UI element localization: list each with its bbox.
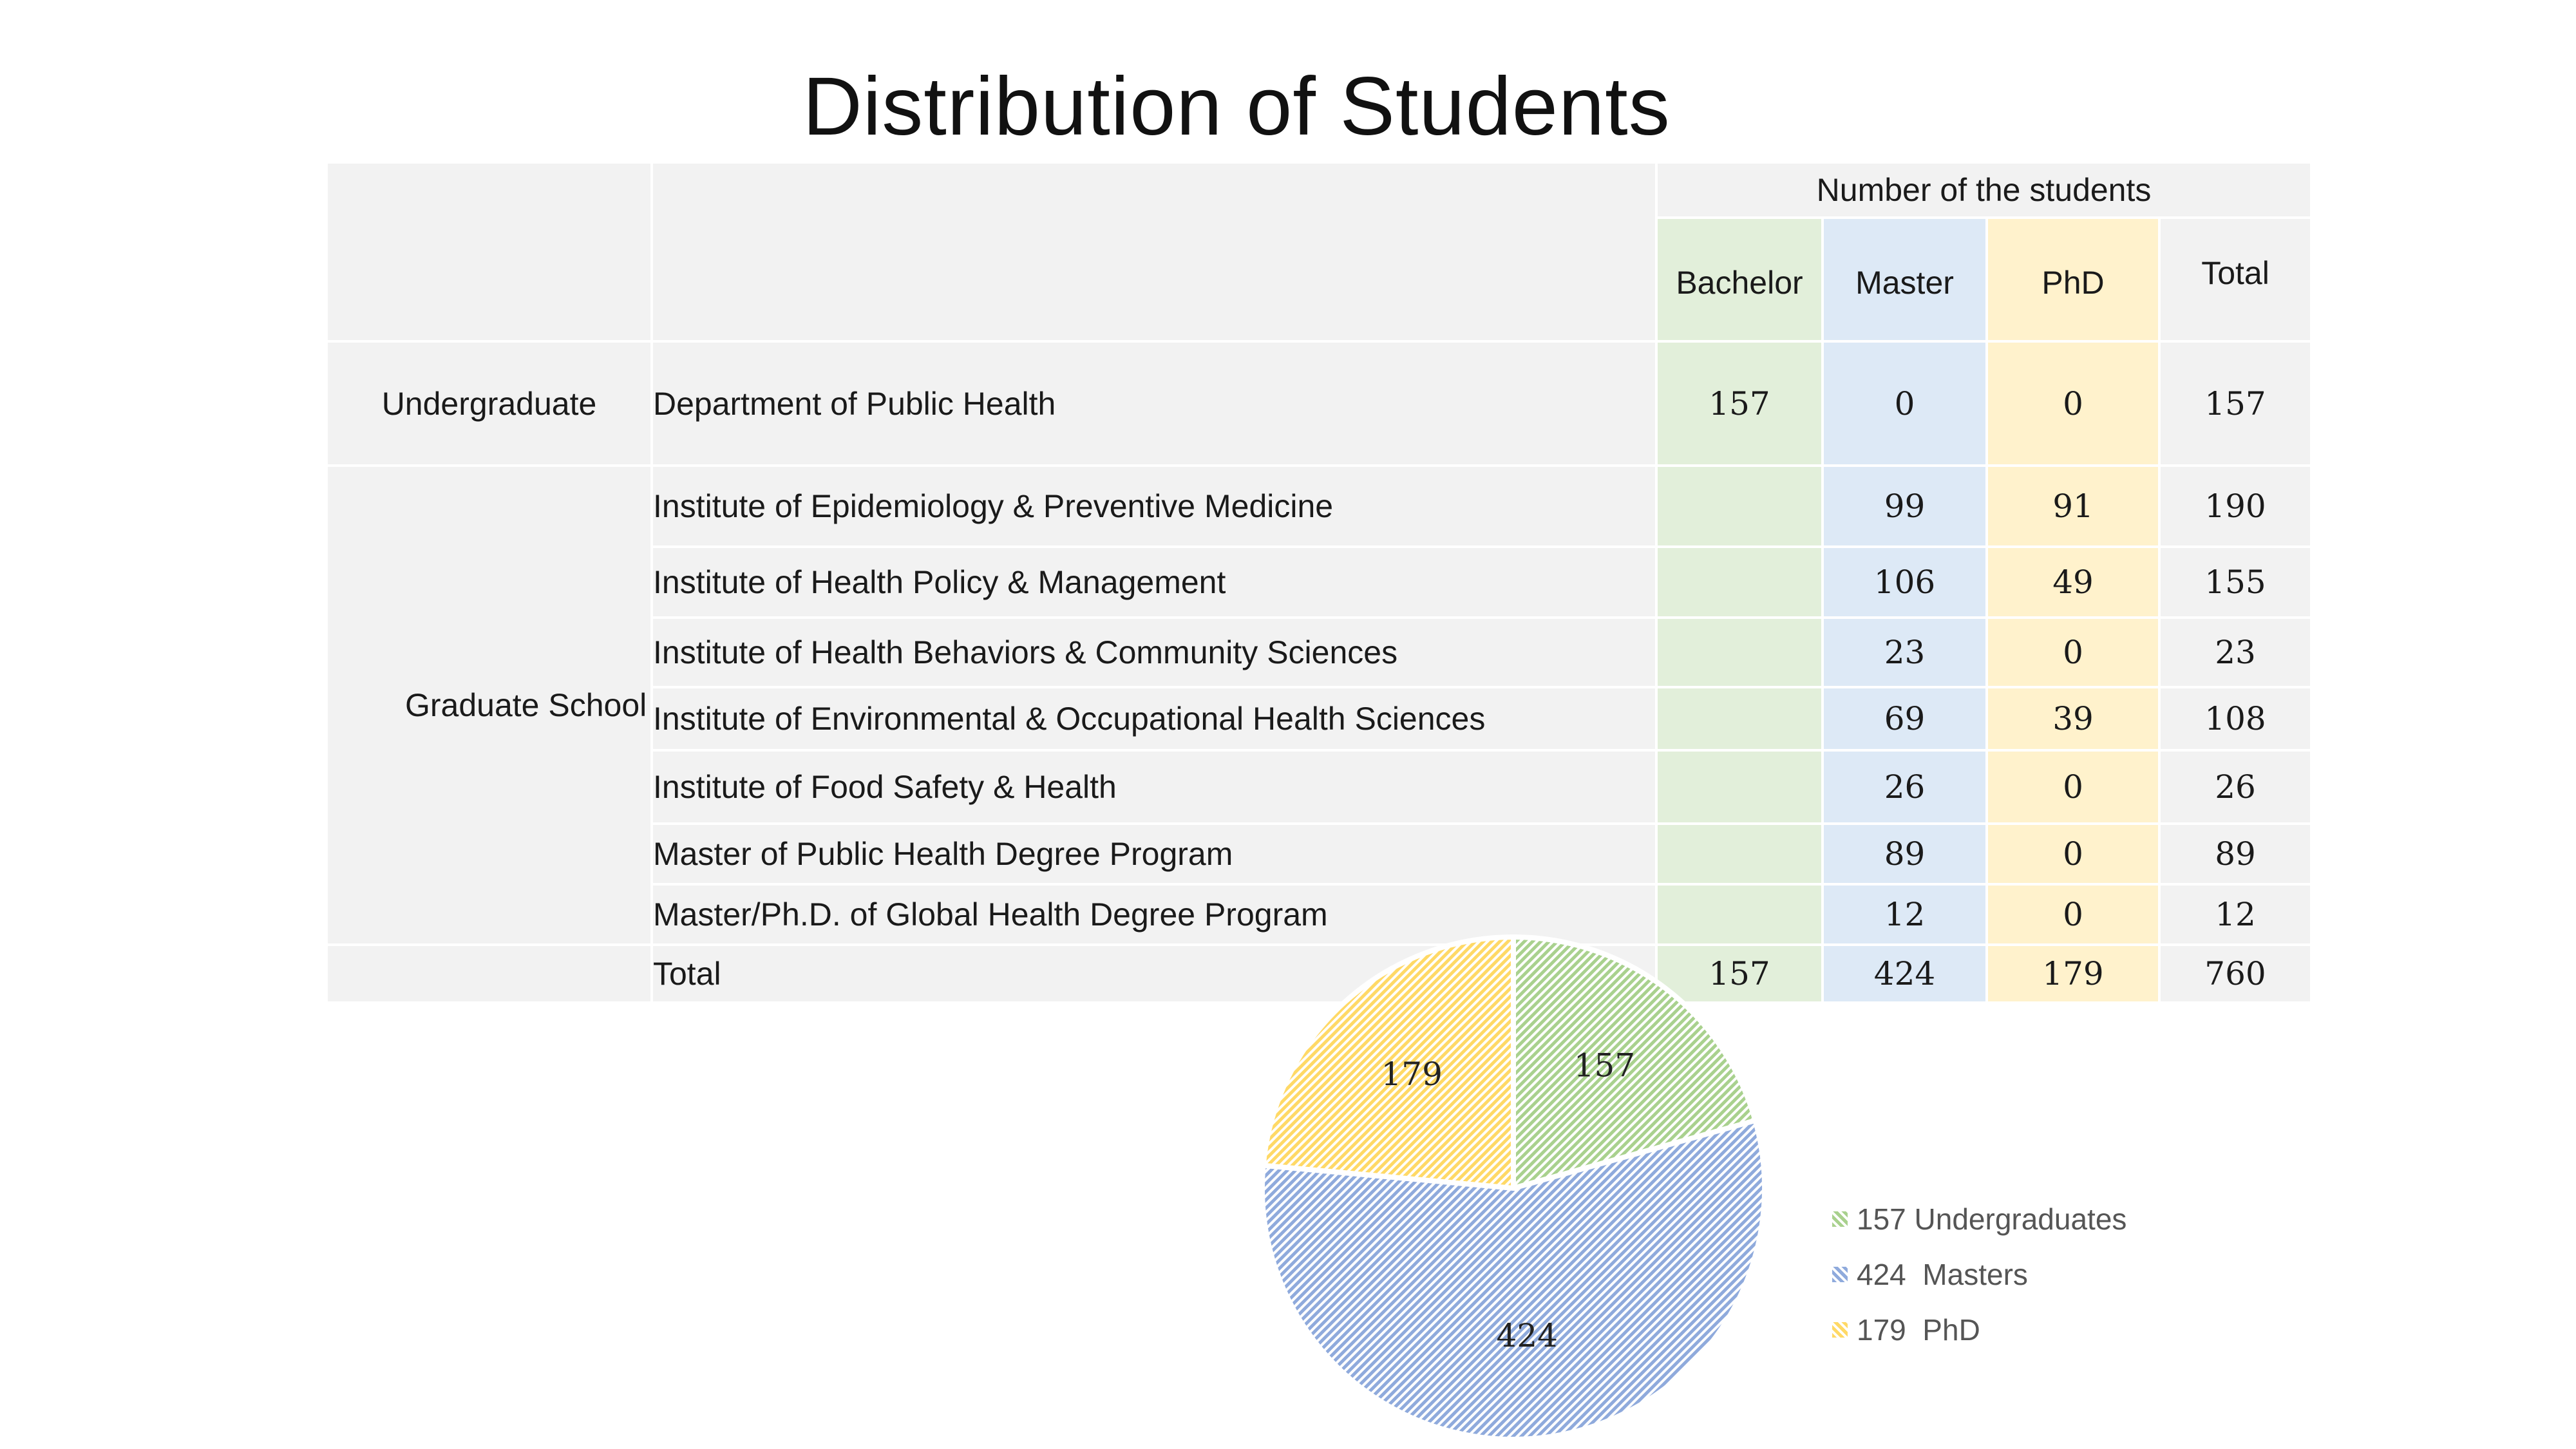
col-header-phd: PhD: [1985, 216, 2161, 343]
total-row: Total 157 424 179 760: [325, 943, 2313, 1004]
total-count: 89: [2157, 822, 2313, 886]
phd-count: 0: [1985, 822, 2161, 886]
table-row: Institute of Health Behaviors & Communit…: [327, 616, 2313, 688]
bachelor-count: 157: [1655, 340, 1824, 467]
col-header-master: Master: [1821, 216, 1988, 343]
total-count: 23: [2157, 616, 2313, 688]
bachelor-count: [1655, 822, 1824, 886]
phd-count: 91: [1985, 464, 2161, 548]
table-row: Master/Ph.D. of Global Health Degree Pro…: [327, 883, 2313, 946]
pie-slice-label: 157: [1574, 1047, 1635, 1084]
bachelor-count: [1655, 883, 1824, 946]
phd-count: 39: [1985, 686, 2161, 752]
group-header: Number of the students: [1654, 161, 2313, 219]
student-pie-chart: 157 424 179: [1260, 934, 1767, 1442]
master-count: 0: [1821, 340, 1988, 467]
total-master: 424: [1821, 943, 1988, 1004]
master-count: 23: [1821, 616, 1988, 688]
master-count: 106: [1821, 545, 1988, 619]
bachelor-count: [1655, 749, 1824, 825]
legend-label: 157 Undergraduates: [1857, 1202, 2127, 1236]
total-count: 108: [2157, 686, 2313, 752]
table-row: Master of Public Health Degree Program 8…: [327, 822, 2313, 886]
pie-legend: 157 Undergraduates 424 Masters 179 PhD: [1832, 1191, 2126, 1358]
category-undergraduate: Undergraduate: [325, 340, 653, 467]
dept-header-cell: [650, 161, 1658, 343]
table-row: Institute of Health Policy & Management …: [327, 545, 2313, 619]
dept-name: Department of Public Health: [650, 340, 1658, 467]
legend-item: 157 Undergraduates: [1832, 1191, 2126, 1247]
dept-name: Institute of Health Behaviors & Communit…: [650, 616, 1658, 688]
legend-swatch: [1832, 1267, 1848, 1282]
total-row-category: [325, 943, 653, 1004]
dept-name: Institute of Epidemiology & Preventive M…: [650, 464, 1658, 548]
pie-slice-label: 424: [1497, 1317, 1558, 1354]
legend-swatch: [1832, 1322, 1848, 1338]
legend-item: 424 Masters: [1832, 1247, 2126, 1302]
pie-slice-phd: [1260, 934, 1516, 1191]
legend-label: 424 Masters: [1857, 1258, 2028, 1291]
total-phd: 179: [1985, 943, 2161, 1004]
master-count: 12: [1821, 883, 1988, 946]
grand-total: 760: [2157, 943, 2313, 1004]
phd-count: 0: [1985, 616, 2161, 688]
phd-count: 0: [1985, 340, 2161, 467]
table-row: Undergraduate Department of Public Healt…: [325, 340, 2313, 467]
category-graduate: Graduate School: [325, 464, 653, 946]
master-count: 99: [1821, 464, 1988, 548]
bachelor-count: [1655, 464, 1824, 548]
phd-count: 0: [1985, 749, 2161, 825]
phd-count: 49: [1985, 545, 2161, 619]
total-count: 12: [2157, 883, 2313, 946]
master-count: 69: [1821, 686, 1988, 752]
total-count: 157: [2157, 340, 2313, 467]
col-header-total: Total: [2157, 216, 2313, 343]
dept-name: Master/Ph.D. of Global Health Degree Pro…: [650, 883, 1658, 946]
total-bachelor: 157: [1655, 943, 1824, 1004]
legend-swatch: [1832, 1211, 1848, 1227]
dept-name: Institute of Environmental & Occupationa…: [650, 686, 1658, 752]
phd-count: 0: [1985, 883, 2161, 946]
table-row: Institute of Food Safety & Health 26 0 2…: [327, 749, 2313, 825]
page-title: Distribution of Students: [802, 61, 1671, 153]
pie-slice-undergraduates: [1511, 934, 1759, 1192]
bachelor-count: [1655, 545, 1824, 619]
total-count: 26: [2157, 749, 2313, 825]
student-distribution-table: Number of the students Bachelor Master P…: [325, 161, 2313, 1004]
bachelor-count: [1655, 686, 1824, 752]
col-header-bachelor: Bachelor: [1655, 216, 1824, 343]
pie-slice-masters: [1260, 1117, 1767, 1442]
legend-label: 179 PhD: [1857, 1313, 1980, 1347]
master-count: 26: [1821, 749, 1988, 825]
bachelor-count: [1655, 616, 1824, 688]
dept-name: Master of Public Health Degree Program: [650, 822, 1658, 886]
dept-name: Institute of Health Policy & Management: [650, 545, 1658, 619]
legend-item: 179 PhD: [1832, 1302, 2126, 1358]
total-count: 190: [2157, 464, 2313, 548]
dept-name: Institute of Food Safety & Health: [650, 749, 1658, 825]
table-row: Institute of Environmental & Occupationa…: [327, 686, 2313, 752]
corner-cell: [325, 161, 653, 343]
table-row: Graduate School Institute of Epidemiolog…: [325, 464, 2313, 946]
master-count: 89: [1821, 822, 1988, 886]
pie-slice-label: 179: [1381, 1056, 1443, 1093]
total-count: 155: [2157, 545, 2313, 619]
